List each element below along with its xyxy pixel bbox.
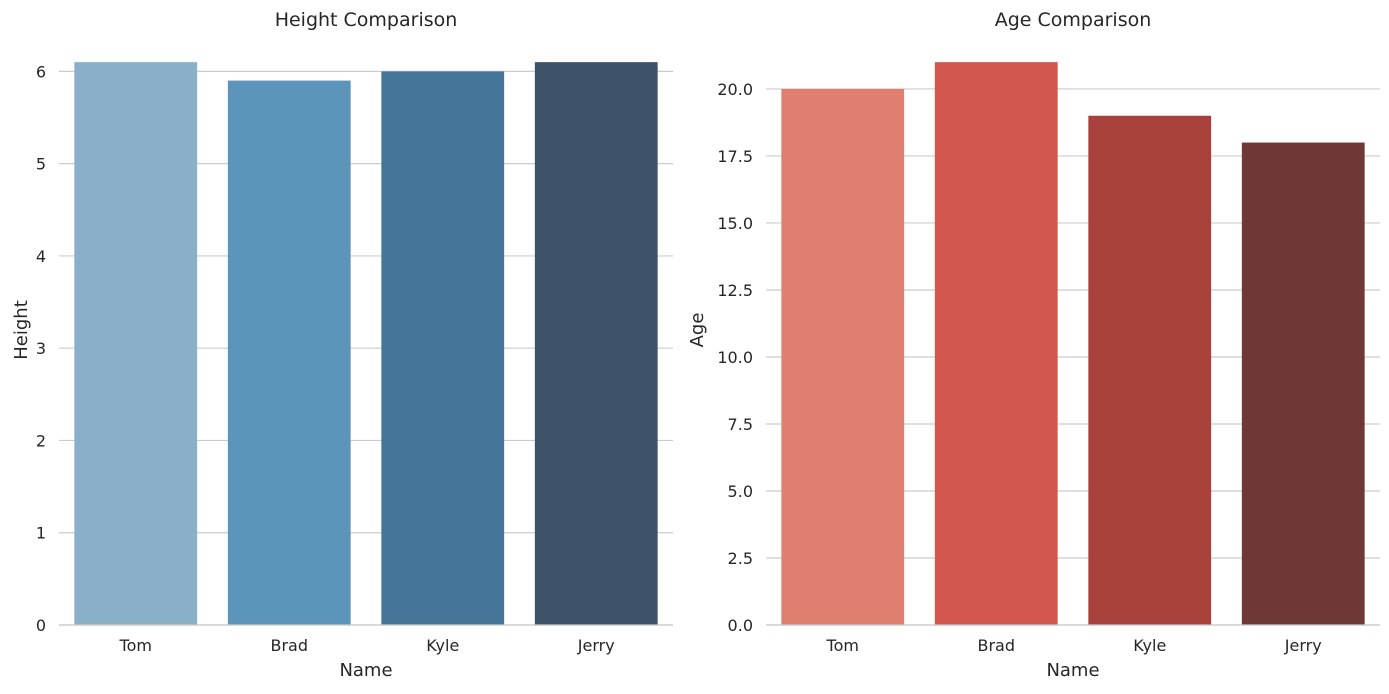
x-tick-label: Kyle xyxy=(426,636,459,655)
bar-brad xyxy=(934,62,1058,625)
y-tick-label: 0 xyxy=(36,616,46,635)
bar-kyle xyxy=(381,71,505,626)
y-tick-label: 10.0 xyxy=(717,348,753,367)
y-tick-label: 12.5 xyxy=(717,281,753,300)
y-tick-label: 6 xyxy=(36,62,46,81)
x-tick-label: Brad xyxy=(977,636,1015,655)
bar-jerry xyxy=(534,62,658,625)
x-tick-label: Kyle xyxy=(1133,636,1166,655)
y-axis-label: Age xyxy=(687,313,708,348)
bar-jerry xyxy=(1241,142,1365,625)
y-axis-label: Height xyxy=(11,300,32,360)
x-tick-label: Jerry xyxy=(577,636,615,655)
y-tick-label: 5.0 xyxy=(728,482,753,501)
bar-brad xyxy=(227,80,351,626)
y-tick-label: 2.5 xyxy=(728,549,753,568)
y-tick-label: 2 xyxy=(36,431,46,450)
x-tick-label: Tom xyxy=(119,636,152,655)
y-tick-label: 7.5 xyxy=(728,415,753,434)
x-tick-label: Jerry xyxy=(1284,636,1322,655)
bar-kyle xyxy=(1088,115,1212,626)
chart-title: Height Comparison xyxy=(275,9,458,31)
x-axis-label: Name xyxy=(339,660,392,681)
y-tick-label: 15.0 xyxy=(717,214,753,233)
chart-title: Age Comparison xyxy=(995,9,1152,31)
x-tick-label: Tom xyxy=(826,636,859,655)
bar-tom xyxy=(781,88,905,626)
y-tick-label: 5 xyxy=(36,155,46,174)
y-tick-label: 20.0 xyxy=(717,80,753,99)
y-tick-label: 1 xyxy=(36,524,46,543)
bar-tom xyxy=(74,62,198,625)
y-tick-label: 17.5 xyxy=(717,147,753,166)
y-tick-label: 4 xyxy=(36,247,46,266)
y-tick-label: 3 xyxy=(36,339,46,358)
y-tick-label: 0.0 xyxy=(728,616,753,635)
x-tick-label: Brad xyxy=(270,636,308,655)
x-axis-label: Name xyxy=(1046,660,1099,681)
